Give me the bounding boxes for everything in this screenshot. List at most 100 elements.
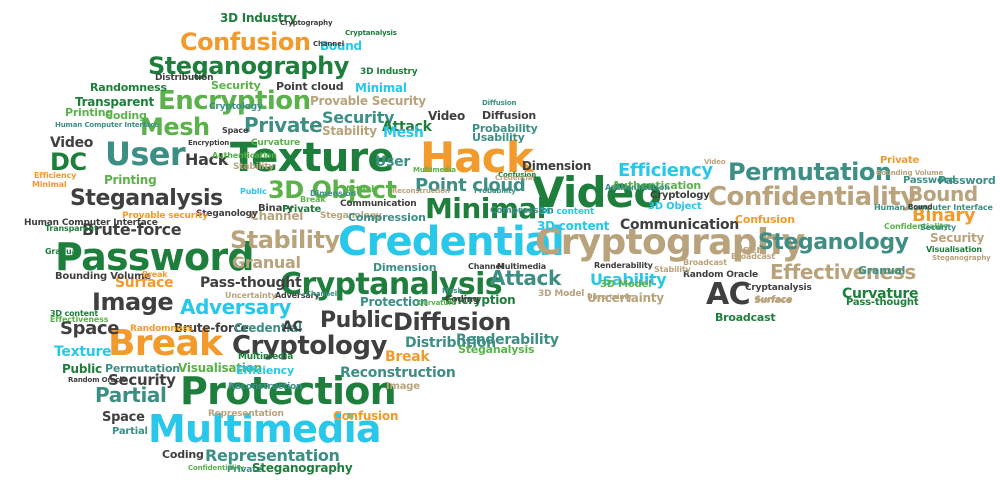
- word-broadcast-2: Broadcast: [683, 258, 727, 267]
- word-randomness-2: Randomness: [130, 324, 193, 334]
- word-cryptology-3: Cryptology: [209, 102, 263, 112]
- word-confidentiality-2: Confidentiality: [188, 464, 245, 472]
- word-dimension-3: Dimension: [310, 189, 357, 198]
- word-security-3: Security: [108, 371, 176, 389]
- word-printing-2: Printing: [104, 173, 157, 187]
- word-pass-thought-2: Pass-thought: [846, 297, 919, 308]
- word-uncertainty-2: Uncertainty: [225, 291, 277, 300]
- word-space-2: Space: [102, 410, 145, 425]
- word-authentication-2: Authentication: [605, 183, 670, 192]
- word-granual: Granual: [232, 253, 301, 272]
- word-compression: Compression: [348, 211, 426, 224]
- word-minimal: Minimal: [425, 192, 546, 225]
- word-representation: Representation: [205, 446, 340, 465]
- word-coding-2: Coding: [162, 448, 204, 461]
- word-3d-industry: 3D Industry: [220, 11, 297, 25]
- word-brute-force-2: Brute-force: [174, 321, 249, 335]
- word-diffusion-3: Diffusion: [482, 99, 517, 107]
- word-break: Break: [108, 323, 223, 364]
- word-transparent: Transparent: [75, 95, 154, 109]
- word-dimension-2: Dimension: [373, 261, 437, 274]
- word-communication-2: Communication: [340, 199, 417, 209]
- word-permutation-2: Permutation: [105, 362, 180, 375]
- word-multimedia-3: Multimedia: [497, 262, 546, 271]
- word-pass-thought: Pass-thought: [200, 275, 302, 291]
- word-break-3: Break: [300, 195, 326, 204]
- word-diffusion-2: Diffusion: [482, 109, 537, 122]
- word-point-cloud: Point cloud: [415, 175, 526, 196]
- word-password: Password: [55, 235, 255, 279]
- word-cryptanalysis: Cryptanalysis: [280, 267, 503, 302]
- word-human-computer-interface-2: Human Computer Interface: [874, 203, 993, 212]
- word-bounding-volume: Bounding Volume: [55, 271, 151, 282]
- word-surface-2: Surface: [754, 296, 792, 306]
- word-image-2: Image: [386, 381, 420, 392]
- word-efficiency: Efficiency: [618, 160, 713, 181]
- word-uncertainty: Uncertainty: [587, 291, 664, 305]
- word-renderability-2: Renderability: [594, 261, 653, 270]
- word-public: Public: [320, 308, 394, 333]
- word-bound-3: Bound: [908, 203, 933, 211]
- word-hack-2: Hack: [185, 150, 229, 169]
- word-curvature-3: Curvature: [418, 299, 457, 307]
- word-steganalysis: Steganalysis: [70, 186, 223, 211]
- word-user-3: User: [375, 154, 410, 170]
- word-stability-3: Stability: [654, 265, 691, 274]
- word-broadcast: Broadcast: [715, 311, 776, 324]
- word-cryptanalysis-3: Cryptanalysis: [345, 29, 397, 37]
- word-credential-2: Credential: [234, 321, 302, 335]
- word-steganology-3: Steganology: [320, 211, 382, 221]
- word-private: Private: [244, 113, 323, 137]
- word-binary: Binary: [912, 205, 976, 226]
- word-multimedia-4: Multimedia: [413, 166, 456, 174]
- word-binary-2: Binary: [258, 203, 294, 214]
- word-private-2: Private: [227, 465, 263, 475]
- word-cryptography-2: Cryptography: [280, 19, 333, 27]
- word-private-3: Private: [880, 155, 920, 166]
- word-credential-3: Credential: [495, 174, 535, 182]
- word-space: Space: [60, 318, 120, 339]
- word-human-computer-interface-3: Human Computer Interface: [24, 218, 158, 228]
- word-3d-model-2: 3D Model: [600, 279, 652, 290]
- word-security-2: Security: [930, 231, 985, 245]
- word-provable-security: Provable Security: [310, 94, 426, 108]
- word-attack-2: Attack: [382, 119, 432, 135]
- word-security-5: Security: [211, 79, 261, 92]
- word-effectiveness: Effectiveness: [770, 260, 916, 284]
- word-probability: Probability: [472, 122, 538, 135]
- word-protection: Protection: [180, 369, 397, 413]
- word-security-4: Security: [920, 223, 957, 232]
- word-minimal-3: Minimal: [32, 180, 67, 189]
- word-video: Video: [532, 168, 662, 217]
- word-steganography-2: Steganography: [252, 461, 353, 475]
- word-surface: Surface: [115, 275, 174, 291]
- word-3d-industry-2: 3D Industry: [360, 67, 418, 77]
- word-public-3: Public: [240, 187, 267, 196]
- word-surface-3: Surface: [755, 295, 793, 305]
- word-uncertainty-3: Uncertainty: [587, 293, 632, 301]
- word-point-cloud-2: Point cloud: [276, 80, 344, 93]
- word-cryptology: Cryptology: [232, 331, 387, 361]
- word-steganography-3: Steganography: [932, 254, 991, 262]
- word-channel-3: Channel: [313, 40, 344, 48]
- word-multimedia-2: Multimedia: [238, 352, 294, 362]
- word-provable-security-2: Provable security: [122, 211, 208, 221]
- word-usability-2: Usability: [472, 131, 525, 144]
- word-visualisation-2: Visualisation: [926, 245, 982, 254]
- word-texture: Texture: [230, 135, 395, 181]
- word-dimension: Dimension: [522, 159, 592, 173]
- word-broadcast-3: Broadcast: [731, 252, 775, 261]
- word-steganography: Steganography: [148, 52, 349, 80]
- word-reconstruction-3: Reconstruction: [392, 187, 450, 195]
- word-compression-2: Compression: [490, 206, 554, 216]
- word-human-computer-interface: Human Computer Interface: [55, 121, 159, 129]
- word-granual-2: Granual: [45, 247, 80, 256]
- word-confidentiality-3: Confidentiality: [884, 222, 949, 231]
- word-steganology-2: Steganology: [196, 209, 258, 219]
- word-adversary-2: Adversary: [275, 291, 320, 300]
- word-partial: Partial: [95, 383, 167, 407]
- word-break-4: Break: [142, 270, 168, 279]
- word-video-3: Video: [704, 158, 726, 166]
- word-protection-2: Protection: [360, 295, 429, 309]
